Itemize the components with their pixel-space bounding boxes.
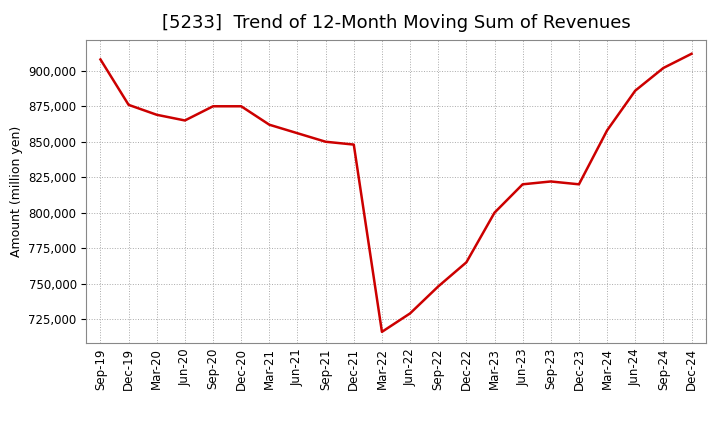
Y-axis label: Amount (million yen): Amount (million yen) xyxy=(10,126,23,257)
Title: [5233]  Trend of 12-Month Moving Sum of Revenues: [5233] Trend of 12-Month Moving Sum of R… xyxy=(161,15,631,33)
